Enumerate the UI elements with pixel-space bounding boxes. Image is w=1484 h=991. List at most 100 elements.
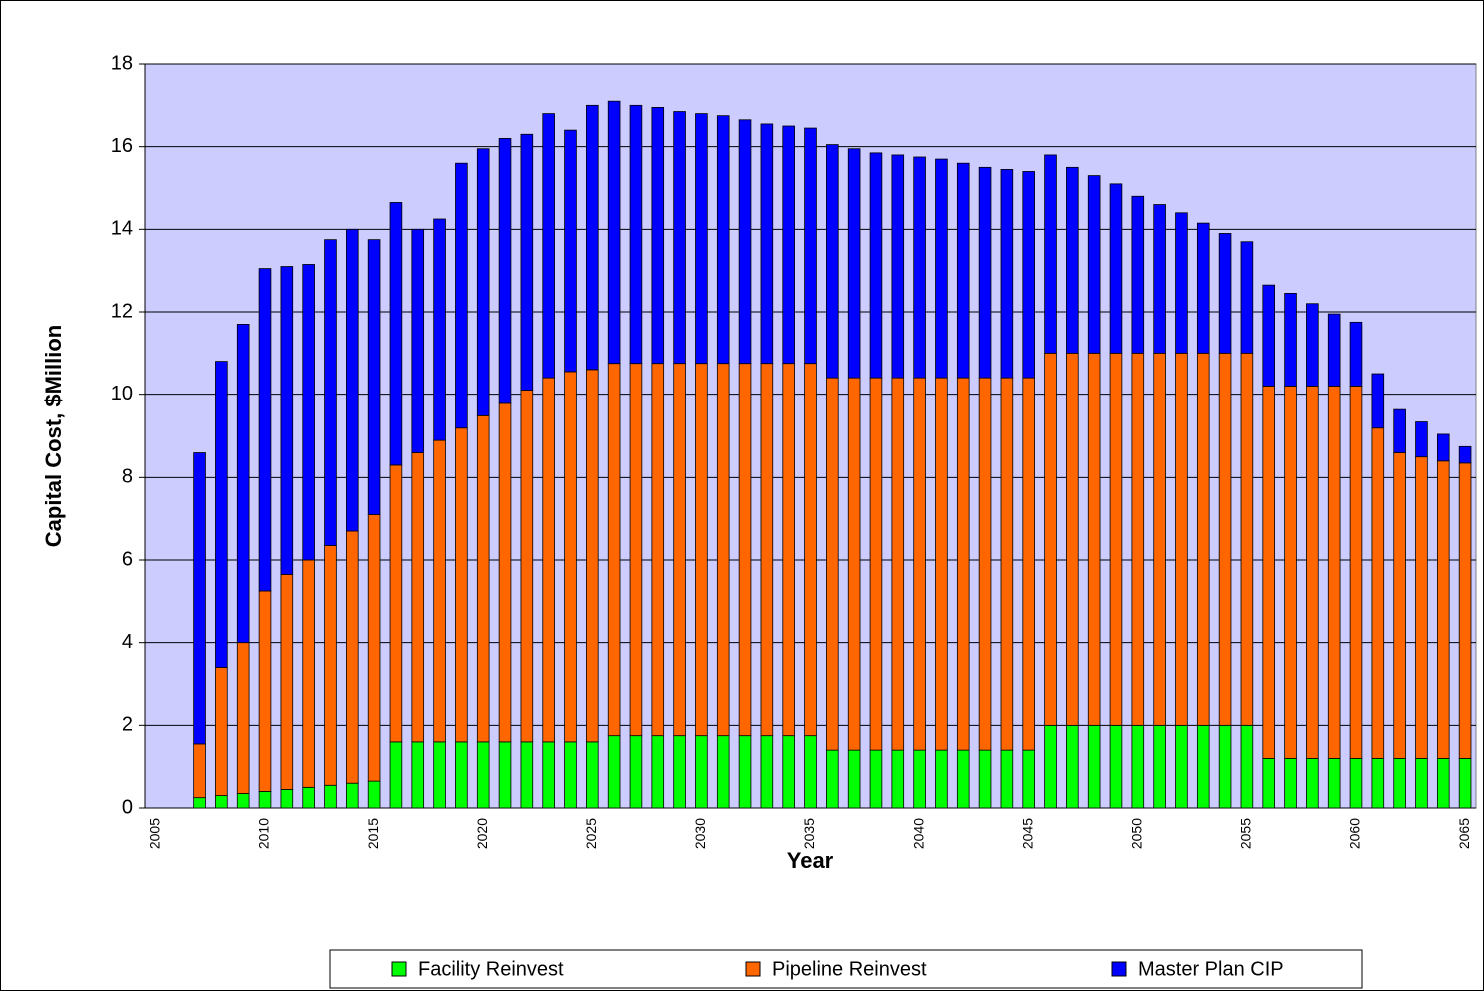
bar-segment — [651, 735, 665, 809]
bar-segment — [695, 113, 708, 365]
bar-segment — [520, 741, 534, 809]
bar-segment — [215, 795, 228, 809]
x-axis-title: Year — [787, 848, 834, 873]
bar-segment — [1000, 168, 1014, 379]
bar-segment — [215, 361, 228, 668]
bar-segment — [913, 749, 926, 809]
bar-segment — [651, 107, 665, 365]
bar-segment — [1066, 166, 1079, 354]
bar-segment — [1218, 233, 1232, 354]
y-axis-title: Capital Cost, $Million — [41, 325, 66, 547]
bar-segment — [1284, 292, 1297, 387]
bar-segment — [1044, 724, 1057, 809]
bar-segment — [1371, 758, 1385, 809]
x-tick-label: 2035 — [801, 818, 817, 849]
bar-segment — [1131, 195, 1145, 354]
x-tick-label: 2050 — [1128, 818, 1144, 849]
x-tick-label: 2010 — [256, 818, 272, 849]
bar-segment — [1371, 373, 1385, 429]
bar-segment — [302, 559, 315, 788]
bar-segment — [869, 152, 883, 379]
bar-segment — [1284, 758, 1297, 809]
bar-segment — [324, 239, 337, 546]
bar-segment — [193, 797, 206, 809]
bar-segment — [891, 377, 905, 751]
y-tick-label: 2 — [122, 714, 133, 736]
bar-segment — [1393, 758, 1406, 809]
bar-segment — [1196, 724, 1210, 809]
bar-segment — [280, 574, 294, 790]
y-tick-label: 12 — [111, 300, 133, 322]
bar-segment — [695, 735, 708, 809]
bar-segment — [978, 166, 992, 379]
bar-segment — [804, 127, 817, 365]
bar-segment — [236, 642, 250, 794]
bar-segment — [935, 749, 948, 809]
bar-segment — [1196, 352, 1210, 726]
bar-segment — [258, 590, 272, 792]
bar-segment — [826, 749, 839, 809]
bar-segment — [782, 363, 795, 737]
bar-segment — [476, 148, 490, 416]
bar-segment — [564, 741, 577, 809]
bar-segment — [367, 514, 381, 782]
bar-segment — [738, 119, 752, 365]
bar-segment — [1436, 758, 1450, 809]
bar-segment — [1087, 724, 1101, 809]
bar-segment — [476, 741, 490, 809]
bar-segment — [738, 363, 752, 737]
bar-segment — [455, 741, 468, 809]
bar-segment — [607, 363, 621, 737]
bar-segment — [847, 148, 861, 379]
bar-segment — [891, 154, 905, 379]
x-tick-label: 2025 — [583, 818, 599, 849]
bar-segment — [1415, 758, 1428, 809]
bar-segment — [913, 156, 926, 379]
bar-segment — [716, 363, 730, 737]
y-tick-label: 14 — [111, 218, 133, 240]
bar-segment — [760, 363, 774, 737]
bar-segment — [1436, 433, 1450, 462]
bar-segment — [455, 427, 468, 743]
bar-segment — [1175, 352, 1188, 726]
bar-segment — [586, 369, 599, 743]
bar-segment — [1218, 352, 1232, 726]
x-tick-label: 2005 — [147, 818, 163, 849]
bar-segment — [411, 228, 425, 453]
bar-segment — [826, 144, 839, 379]
x-tick-label: 2055 — [1238, 818, 1254, 849]
bar-segment — [389, 741, 403, 809]
bar-segment — [1284, 385, 1297, 759]
legend-swatch — [391, 961, 407, 977]
bar-segment — [978, 749, 992, 809]
x-tick-label: 2020 — [474, 818, 490, 849]
bar-segment — [1393, 452, 1406, 759]
bar-segment — [324, 784, 337, 809]
bar-segment — [433, 741, 446, 809]
bar-segment — [520, 133, 534, 391]
bar-segment — [760, 123, 774, 365]
bar-segment — [607, 735, 621, 809]
bar-segment — [935, 377, 948, 751]
y-tick-label: 18 — [111, 52, 133, 74]
bar-segment — [1109, 183, 1123, 354]
bar-segment — [956, 377, 970, 751]
bar-segment — [1306, 303, 1319, 387]
bar-segment — [1196, 222, 1210, 354]
y-tick-label: 8 — [122, 466, 133, 488]
bar-segment — [804, 735, 817, 809]
bar-segment — [411, 741, 425, 809]
bar-segment — [869, 749, 883, 809]
legend-swatch — [745, 961, 761, 977]
bar-segment — [1000, 749, 1014, 809]
bar-segment — [695, 363, 708, 737]
legend-swatch — [1111, 961, 1127, 977]
bar-segment — [1240, 352, 1254, 726]
bar-segment — [1044, 352, 1057, 726]
bar-segment — [1262, 385, 1276, 759]
bar-segment — [629, 735, 643, 809]
bar-segment — [869, 377, 883, 751]
y-tick-label: 0 — [122, 796, 133, 818]
y-tick-label: 16 — [111, 135, 133, 157]
